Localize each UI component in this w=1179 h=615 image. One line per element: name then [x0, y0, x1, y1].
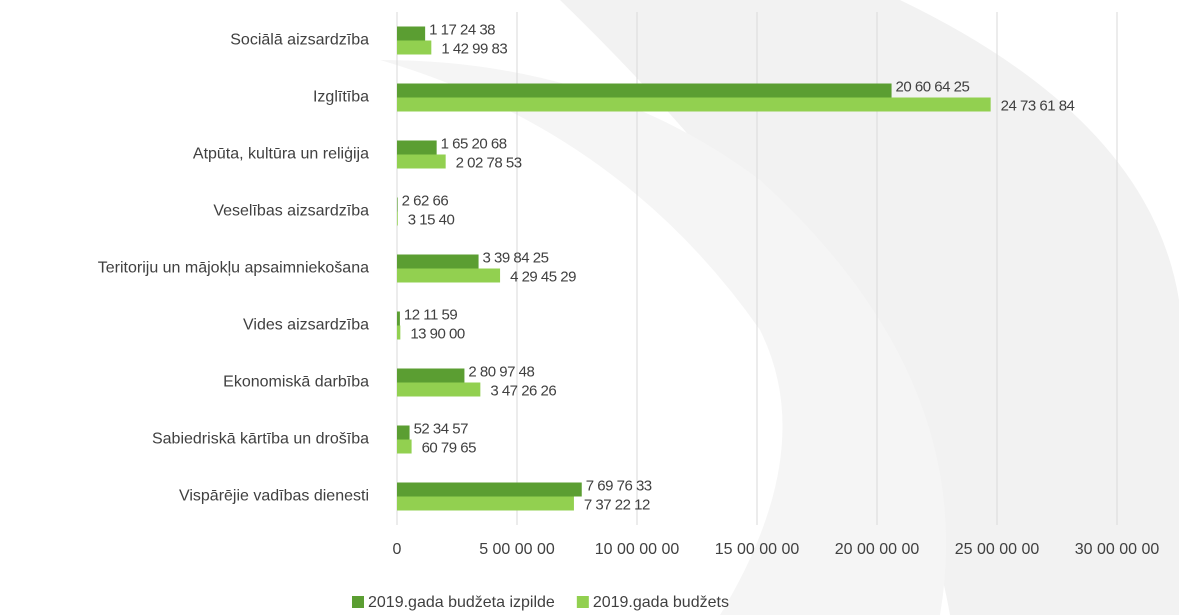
x-tick-label: 0: [393, 541, 402, 558]
bar: [397, 197, 398, 212]
y-tick-label: Teritoriju un mājokļu apsaimniekošana: [98, 260, 369, 277]
y-tick-label: Atpūta, kultūra un reliģija: [193, 145, 369, 163]
legend-label: 2019.gada budžets: [593, 594, 729, 611]
x-tick-label: 15 00 00 00: [715, 541, 800, 558]
y-tick-label: Sociālā aizsardzība: [230, 32, 369, 49]
y-tick-label: Ekonomiskā darbība: [223, 374, 369, 391]
y-tick-label: Vispārējie vadības dienesti: [179, 488, 369, 505]
bar: [397, 482, 582, 497]
bar: [397, 439, 412, 454]
y-tick-label: Veselības aizsardzība: [213, 203, 369, 220]
data-label: 20 60 64 25: [896, 78, 970, 95]
data-label: 52 34 57: [414, 420, 469, 437]
data-label: 12 11 59: [404, 306, 457, 323]
x-tick-label: 30 00 00 00: [1075, 541, 1160, 558]
bar: [397, 311, 400, 326]
data-label: 2 02 78 53: [456, 154, 522, 171]
x-tick-label: 25 00 00 00: [955, 541, 1040, 558]
x-tick-label: 20 00 00 00: [835, 541, 920, 558]
bar: [397, 254, 479, 269]
data-label: 2 62 66: [402, 192, 449, 209]
data-label: 7 37 22 12: [584, 496, 650, 513]
bar: [397, 40, 432, 55]
data-label: 1 42 99 83: [441, 40, 507, 57]
bar: [397, 26, 426, 41]
data-label: 1 65 20 68: [441, 135, 507, 152]
bar: [397, 368, 465, 383]
legend-label: 2019.gada budžeta izpilde: [368, 594, 555, 611]
y-tick-label: Sabiedriskā kārtība un drošība: [152, 431, 369, 448]
x-tick-label: 5 00 00 00: [479, 541, 555, 558]
bar: [397, 268, 501, 283]
data-label: 3 47 26 26: [490, 382, 556, 399]
bar: [397, 382, 481, 397]
data-label: 7 69 76 33: [586, 477, 652, 494]
data-label: 3 15 40: [408, 211, 455, 228]
bar: [397, 496, 574, 511]
bar: [397, 140, 437, 155]
bar: [397, 83, 892, 98]
bar: [397, 154, 446, 169]
legend-swatch: [576, 596, 589, 608]
data-label: 60 79 65: [422, 439, 477, 456]
watermark: [380, 60, 947, 615]
data-label: 4 29 45 29: [510, 268, 576, 285]
y-tick-label: Vides aizsardzība: [243, 317, 369, 334]
x-tick-label: 10 00 00 00: [595, 541, 680, 558]
data-label: 1 17 24 38: [429, 21, 495, 38]
legend-swatch: [352, 596, 364, 608]
data-label: 24 73 61 84: [1001, 97, 1075, 114]
bar: [397, 211, 398, 226]
y-tick-label: Izglītība: [313, 89, 369, 106]
data-label: 2 80 97 48: [468, 363, 534, 380]
bar: [397, 325, 401, 340]
bar: [397, 425, 410, 440]
bar: [397, 97, 991, 112]
data-label: 13 90 00: [410, 325, 465, 342]
data-label: 3 39 84 25: [483, 249, 549, 266]
